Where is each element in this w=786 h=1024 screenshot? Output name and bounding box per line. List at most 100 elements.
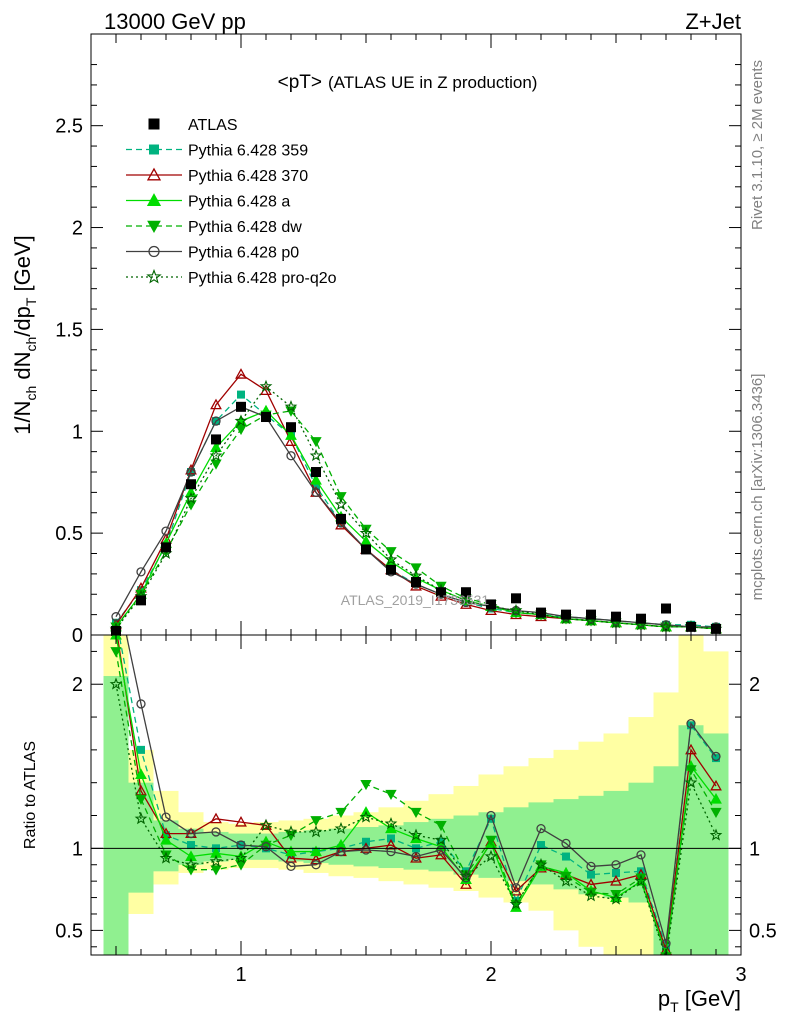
ratio-series-point <box>435 848 447 860</box>
main-y-label: 1/Nch dNch/dpT [GeV] <box>10 235 39 435</box>
ratio-series-point <box>211 827 221 837</box>
ratio-series-point <box>386 846 396 857</box>
main-series-point <box>237 390 245 399</box>
ratio-series-point <box>562 852 570 861</box>
ratio-series-point <box>712 754 720 763</box>
ratio-series-point <box>434 833 448 846</box>
ratio-series-point <box>160 850 172 861</box>
ratio-series-point <box>634 874 648 887</box>
ratio-series-point <box>284 825 298 838</box>
ratio-series-point <box>635 873 647 884</box>
ratio-series-point <box>584 889 598 902</box>
ratio-series-point <box>612 868 620 877</box>
data-point <box>436 587 446 598</box>
ratio-series-point <box>485 835 497 846</box>
main-series-point <box>334 497 348 511</box>
ratio-series-line <box>125 635 717 944</box>
ratio-y-tick-label-right: 1 <box>749 838 760 860</box>
legend-label: ATLAS <box>188 117 238 134</box>
ratio-series-point <box>159 851 173 864</box>
data-point <box>711 623 721 634</box>
ratio-series-point <box>135 768 147 779</box>
main-series-point <box>185 463 197 475</box>
ratio-series-point <box>410 807 422 819</box>
main-series-point <box>234 414 248 427</box>
ratio-y-tick-label: 1 <box>72 838 83 860</box>
ratio-band-green <box>703 733 729 955</box>
ratio-series-group <box>91 635 741 955</box>
ratio-series-point <box>184 857 198 871</box>
ratio-series-point <box>561 838 571 849</box>
main-y-tick-label: 0.5 <box>55 523 83 545</box>
main-panel <box>91 34 741 635</box>
ratio-series-point <box>110 647 122 658</box>
ratio-series-point <box>109 677 123 690</box>
ratio-series-point <box>160 833 172 845</box>
ratio-series-point <box>310 816 322 827</box>
ratio-series-point <box>436 845 446 855</box>
header-right: Z+Jet <box>685 9 741 34</box>
ratio-series-point <box>137 745 145 754</box>
ratio-series-point <box>234 851 248 864</box>
ratio-series-point <box>259 818 273 831</box>
data-point <box>636 613 646 624</box>
ratio-series-point <box>335 838 347 850</box>
main-series-point <box>310 474 322 485</box>
main-series-point <box>161 526 171 536</box>
main-series-point <box>211 416 221 426</box>
ratio-series-point <box>559 874 573 887</box>
main-series-line <box>115 385 717 630</box>
ratio-series-point <box>637 867 645 876</box>
main-series-point <box>311 487 321 498</box>
main-series-point <box>459 593 473 606</box>
legend-label: Pythia 6.428 p0 <box>188 245 299 262</box>
ratio-series-point <box>459 869 473 882</box>
ratio-series-point <box>209 854 223 867</box>
data-point <box>511 593 521 604</box>
ratio-series-point <box>235 815 247 827</box>
main-series-point <box>310 437 322 448</box>
main-series-point <box>410 563 422 574</box>
data-point <box>361 544 371 555</box>
ratio-y-label: Ratio to ATLAS <box>22 741 39 849</box>
data-point <box>386 564 396 575</box>
ratio-series-point <box>710 792 722 804</box>
ratio-series-point <box>534 857 548 871</box>
watermark: ATLAS_2019_I1736531 <box>341 592 490 608</box>
main-series-point <box>384 552 398 566</box>
main-y-tick-label: 2 <box>72 218 83 240</box>
x-tick-label: 1 <box>235 964 246 986</box>
ratio-band-green <box>453 815 479 875</box>
ratio-series-point <box>385 822 397 834</box>
ratio-series-point <box>509 897 523 910</box>
data-point <box>686 621 696 632</box>
data-point <box>486 599 496 610</box>
ratio-y-tick-label: 2 <box>72 674 83 696</box>
main-series-point <box>136 567 146 577</box>
rivet-label: Rivet 3.1.10, ≥ 2M events <box>749 60 766 230</box>
ratio-band-green <box>103 676 129 955</box>
axes-group: 00.511.522.51 2 30.5 0.51 12 21/Nch dNch/dpT … <box>10 33 777 1015</box>
ratio-series-point <box>587 870 595 879</box>
ratio-series-point <box>385 838 397 850</box>
ratio-series-point <box>335 807 347 819</box>
ratio-series-point <box>260 819 272 830</box>
main-series-point <box>335 492 347 503</box>
ratio-series-point <box>684 775 698 789</box>
ratio-series-point <box>336 846 346 857</box>
data-point <box>211 434 221 445</box>
ratio-series-point <box>461 873 471 883</box>
ratio-series-point <box>636 850 646 860</box>
legend-marker <box>148 245 160 258</box>
ratio-series-point <box>411 851 421 862</box>
main-series-point <box>210 398 222 410</box>
main-series-point <box>385 547 397 558</box>
main-series-point <box>186 467 196 477</box>
legend-marker <box>148 118 160 130</box>
data-point <box>536 607 546 618</box>
main-series-point <box>286 451 296 461</box>
main-series-point <box>259 379 273 392</box>
ratio-series-point <box>362 837 370 846</box>
data-point <box>311 467 321 478</box>
mcplots-label: mcplots.cern.ch [arXiv:1306.3436] <box>749 374 766 601</box>
